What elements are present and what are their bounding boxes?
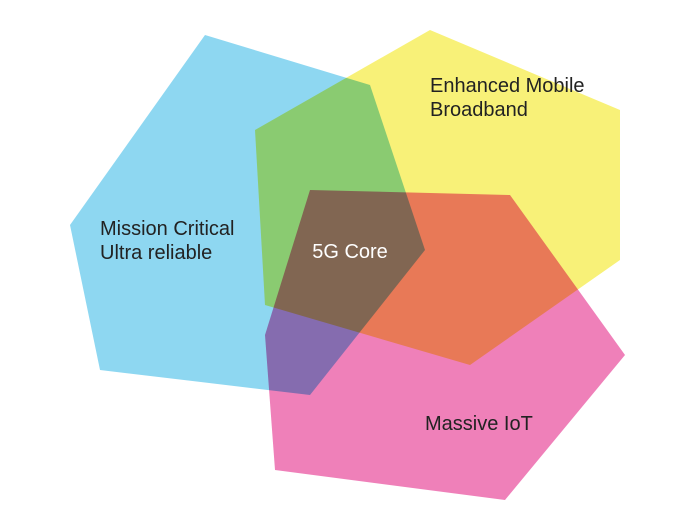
label-core: 5G Core: [312, 241, 388, 263]
venn-diagram: Mission Critical Ultra reliable Enhanced…: [0, 0, 700, 525]
label-massive-iot: Massive IoT: [425, 413, 533, 435]
